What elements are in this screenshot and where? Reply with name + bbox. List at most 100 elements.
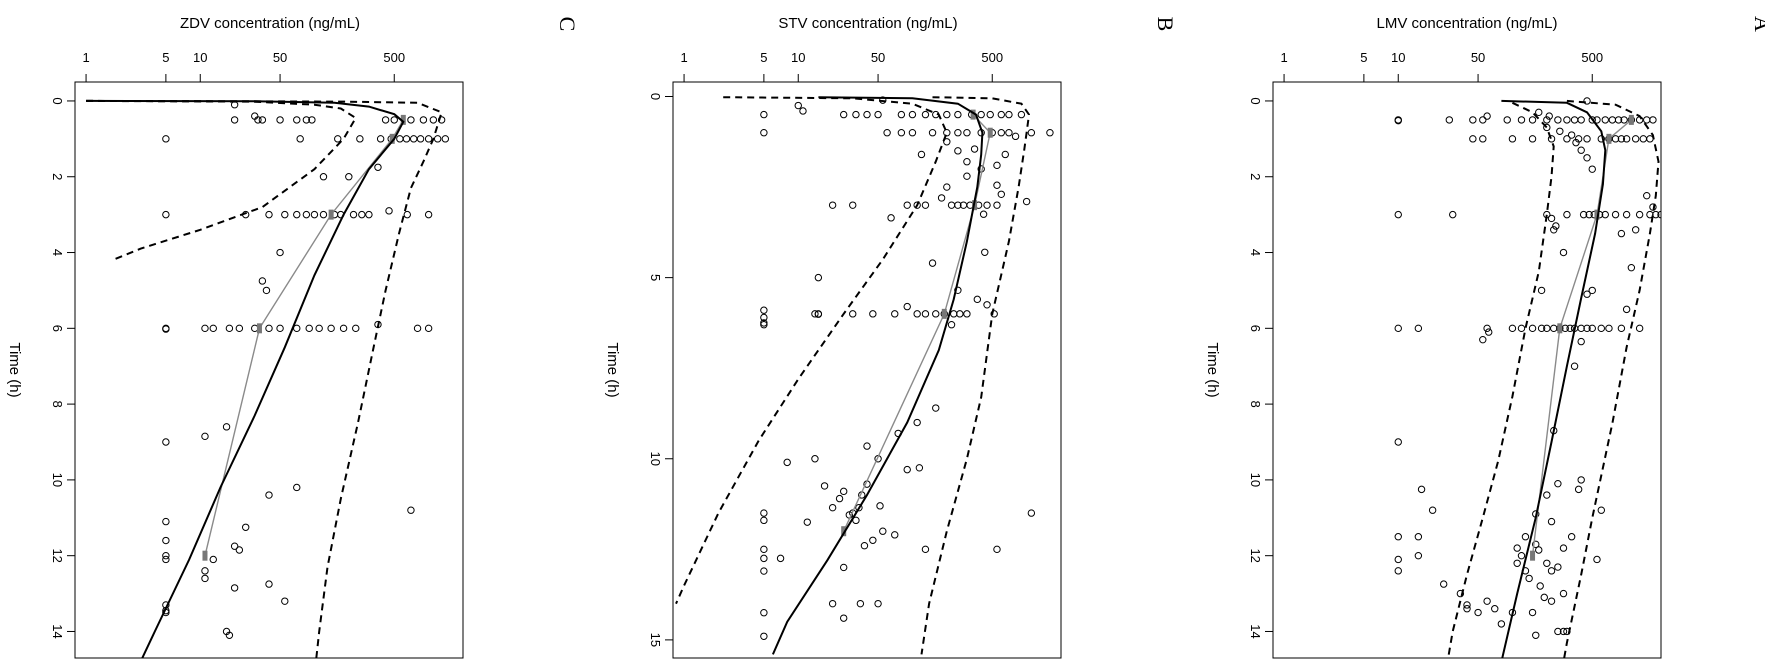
data-point — [913, 201, 921, 209]
data-point — [416, 135, 425, 143]
data-point — [811, 310, 819, 318]
data-point — [986, 110, 994, 119]
median-marker — [970, 109, 976, 120]
data-point — [913, 418, 921, 427]
data-point — [1027, 509, 1036, 517]
plot-area — [1394, 97, 1661, 658]
data-point — [943, 138, 951, 146]
data-point — [1611, 135, 1620, 143]
median-marker — [1594, 209, 1600, 220]
data-point — [1011, 132, 1020, 141]
data-point — [1428, 506, 1437, 514]
data-point — [1552, 222, 1560, 230]
x-tick-label: 5 — [162, 50, 169, 65]
x-tick-label: 1 — [1280, 50, 1287, 65]
data-point — [811, 455, 819, 463]
median-marker — [841, 526, 847, 537]
data-point — [201, 324, 209, 333]
y-tick-label: 15 — [648, 633, 663, 647]
y-tick-label: 2 — [50, 173, 65, 180]
data-point — [1417, 485, 1426, 494]
data-point — [1543, 116, 1551, 124]
data-point — [356, 135, 364, 143]
x-tick-label: 50 — [273, 50, 287, 65]
data-point — [1547, 135, 1556, 143]
data-point — [1570, 362, 1579, 370]
data-point — [993, 545, 1001, 554]
data-point — [1543, 491, 1551, 499]
data-point — [1617, 229, 1626, 238]
data-point — [839, 614, 848, 622]
data-point — [1469, 135, 1477, 143]
y-tick-label: 5 — [648, 274, 663, 281]
y-tick-label: 4 — [1248, 249, 1263, 256]
data-point — [230, 116, 239, 124]
data-point — [954, 201, 962, 209]
data-point — [1414, 324, 1423, 333]
data-point — [943, 183, 951, 191]
data-point — [1543, 123, 1551, 132]
data-point — [1528, 116, 1537, 124]
data-point — [1005, 110, 1013, 119]
data-point — [162, 210, 170, 219]
data-point — [230, 542, 239, 550]
data-point — [921, 545, 930, 554]
x-tick-label: 1 — [680, 50, 687, 65]
data-point — [201, 574, 209, 583]
data-point — [1491, 605, 1499, 613]
panel-zdv: ZDV concentration (ng/mL) 1 5 10 50 500 0 2 4 6 8 1… — [6, 15, 580, 659]
data-point — [1536, 582, 1544, 590]
panel-label: C — [555, 17, 580, 32]
data-point — [225, 324, 234, 333]
data-point — [296, 135, 304, 143]
data-point — [1601, 116, 1609, 124]
data-point — [265, 491, 273, 499]
data-point — [1046, 129, 1054, 137]
y-tick-label: 12 — [50, 548, 65, 562]
median-predicted-line — [1501, 99, 1607, 658]
data-point — [339, 324, 348, 333]
data-point — [1622, 135, 1631, 143]
data-point — [963, 310, 971, 318]
data-point — [1479, 335, 1487, 344]
data-point — [963, 129, 971, 137]
x-tick-label: 10 — [1391, 50, 1405, 65]
data-point — [760, 509, 768, 517]
data-point — [1535, 108, 1543, 117]
data-point — [1646, 210, 1654, 219]
data-point — [1608, 116, 1617, 124]
data-point — [345, 173, 353, 181]
data-point — [209, 555, 217, 564]
data-point — [162, 517, 170, 526]
data-point — [1631, 226, 1640, 234]
data-point — [1554, 116, 1562, 124]
data-point — [1543, 324, 1551, 333]
data-point — [265, 324, 273, 333]
data-point — [1554, 627, 1562, 636]
data-point — [1547, 214, 1556, 223]
median-marker — [328, 209, 334, 220]
data-point — [903, 201, 911, 209]
data-point — [349, 210, 358, 219]
data-point — [1550, 324, 1558, 333]
data-point — [1574, 485, 1583, 494]
data-point — [1563, 116, 1571, 124]
x-tick-label: 10 — [791, 50, 805, 65]
data-point — [1517, 551, 1526, 560]
data-point — [1583, 324, 1591, 333]
data-point — [1631, 135, 1640, 143]
data-point — [1517, 116, 1526, 124]
data-point — [162, 438, 170, 446]
data-point — [241, 523, 250, 531]
data-point — [1525, 574, 1533, 583]
data-point — [162, 135, 170, 143]
panel-label: A — [1750, 16, 1765, 32]
data-point — [365, 210, 373, 219]
data-point — [1577, 476, 1585, 484]
data-point — [419, 116, 428, 124]
data-point — [381, 116, 390, 124]
data-point — [1479, 116, 1487, 124]
data-point — [993, 181, 1001, 189]
data-point — [1597, 506, 1605, 514]
data-point — [954, 110, 962, 119]
